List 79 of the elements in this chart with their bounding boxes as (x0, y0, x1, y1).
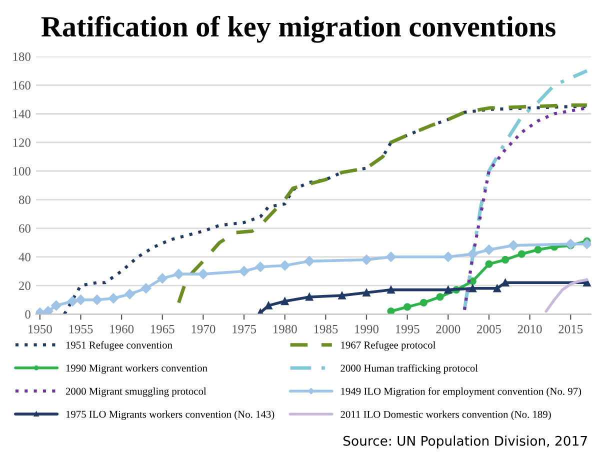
x-tick-label: 2010 (518, 324, 542, 334)
legend-label: 2011 ILO Domestic workers convention (No. 189) (340, 410, 551, 420)
y-tick-label: 140 (13, 110, 30, 118)
y-tick-label: 0 (25, 310, 30, 319)
y-tick-label: 100 (13, 167, 30, 176)
y-tick-label: 20 (19, 282, 30, 290)
x-tick-label: 2005 (477, 324, 501, 334)
point (436, 293, 444, 301)
point (281, 297, 289, 306)
line-series (176, 103, 589, 304)
x-tick-label: 1985 (314, 324, 338, 334)
point (468, 284, 476, 292)
legend-label: 1990 Migrant workers convention (66, 364, 208, 374)
point (518, 250, 526, 258)
point (124, 288, 135, 300)
point (361, 254, 372, 265)
point (238, 266, 250, 276)
point (493, 284, 501, 292)
point (198, 268, 208, 280)
legend-label: 1975 ILO Migrants workers convention (No. 143) (66, 410, 274, 420)
legend-label: 2000 Migrant smuggling protocol (66, 387, 206, 397)
point (582, 238, 592, 250)
point (534, 246, 542, 254)
line-series (462, 69, 589, 312)
y-tick-label: 120 (13, 138, 30, 147)
x-tick-label: 1955 (69, 324, 93, 334)
point (306, 293, 314, 301)
point (264, 302, 272, 310)
legend-label: 1949 ILO Migration for employment convention (No. 97) (341, 387, 582, 397)
x-tick-label: 1990 (355, 324, 379, 334)
x-tick-label: 1965 (150, 324, 174, 334)
x-tick-label: 1970 (192, 324, 216, 334)
legend-label: 1951 Refugee convention (66, 341, 172, 351)
point (255, 262, 266, 272)
point (501, 256, 510, 264)
x-tick-label: 1950 (28, 324, 52, 334)
point (508, 240, 519, 251)
y-tick-label: 180 (13, 52, 30, 61)
point (468, 248, 478, 260)
y-tick-label: 160 (13, 81, 30, 90)
point (420, 298, 428, 307)
point (443, 252, 454, 262)
point (174, 268, 184, 280)
point (140, 283, 152, 294)
point (42, 306, 54, 314)
point (92, 294, 102, 305)
legend-label: 1967 Refugee protocol (341, 341, 436, 351)
chart-title: Ratification of key migration conventions (41, 16, 556, 43)
point (566, 238, 576, 250)
point (583, 278, 591, 286)
x-tick-label: 2015 (558, 324, 583, 334)
point (444, 286, 452, 294)
point (67, 296, 78, 306)
point (386, 252, 396, 262)
x-tick-label: 1960 (110, 324, 134, 334)
point (387, 286, 395, 294)
point (404, 303, 412, 311)
x-tick-label: 1975 (232, 324, 256, 334)
x-tick-label: 1980 (273, 324, 297, 334)
point (338, 292, 346, 300)
y-tick-label: 80 (18, 196, 30, 204)
source-note: Source: UN Population Division, 2017 (343, 436, 587, 448)
point (76, 294, 86, 305)
point (501, 278, 510, 286)
point (280, 260, 290, 271)
point (484, 244, 494, 255)
point (51, 300, 62, 311)
point (485, 260, 493, 268)
y-tick-label: 40 (18, 252, 30, 262)
point (362, 288, 370, 296)
legend-label: 2000 Human trafficking protocol (340, 364, 478, 374)
x-tick-label: 2000 (436, 324, 460, 334)
x-tick-label: 1995 (396, 324, 420, 334)
y-tick-label: 60 (18, 224, 30, 233)
line-series (62, 105, 588, 314)
point (387, 307, 395, 314)
point (304, 256, 314, 266)
point (157, 273, 168, 284)
point (108, 293, 118, 304)
